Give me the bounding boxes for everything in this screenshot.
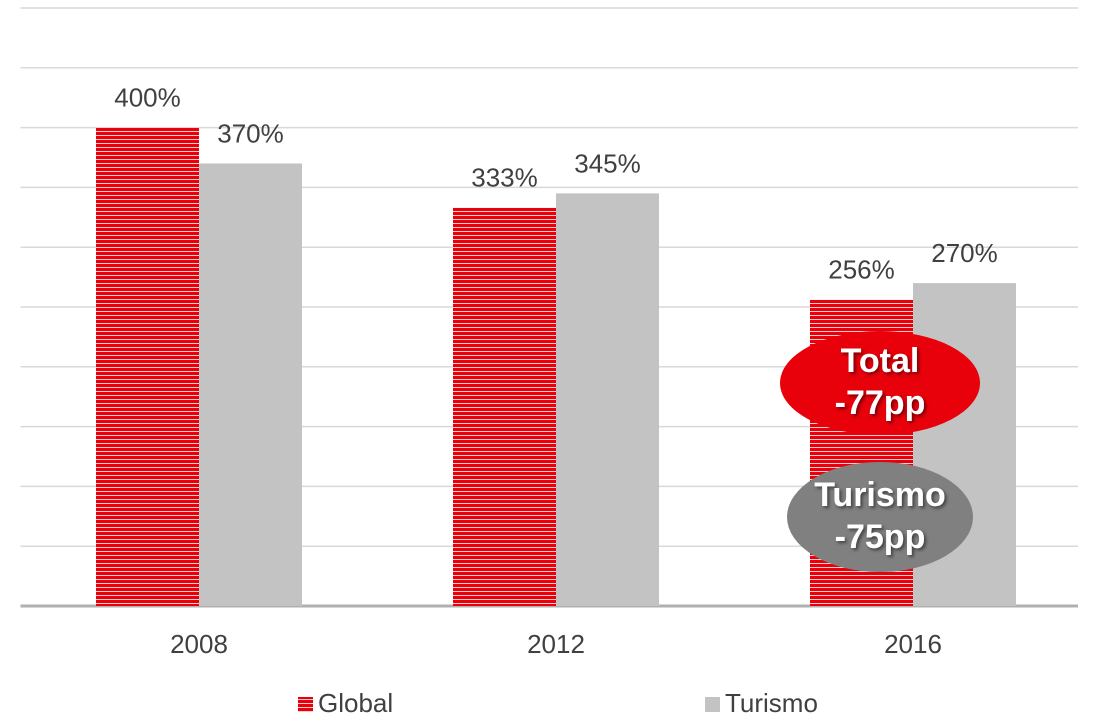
annotation-bubble <box>780 331 980 435</box>
x-tick-label: 2008 <box>170 629 228 659</box>
data-label: 400% <box>114 82 181 112</box>
data-label: 256% <box>828 255 895 285</box>
bar <box>556 193 659 606</box>
x-tick-label: 2016 <box>884 629 942 659</box>
data-label: 270% <box>931 238 998 268</box>
legend-label: Global <box>318 688 393 718</box>
bar <box>199 163 302 607</box>
bar <box>96 127 199 606</box>
data-label: 370% <box>217 118 284 148</box>
legend-swatch <box>705 697 720 712</box>
annotation-bubble <box>787 462 973 572</box>
data-label: 345% <box>574 148 641 178</box>
annotation-text: Turismo <box>814 476 946 514</box>
legend-label: Turismo <box>725 688 818 718</box>
x-tick-label: 2012 <box>527 629 585 659</box>
bar <box>453 207 556 606</box>
annotation-text: Total <box>841 342 920 380</box>
legend-swatch <box>298 697 313 712</box>
annotation-text: -77pp <box>835 384 926 422</box>
data-label: 333% <box>471 163 538 193</box>
annotation-text: -75pp <box>835 518 926 556</box>
